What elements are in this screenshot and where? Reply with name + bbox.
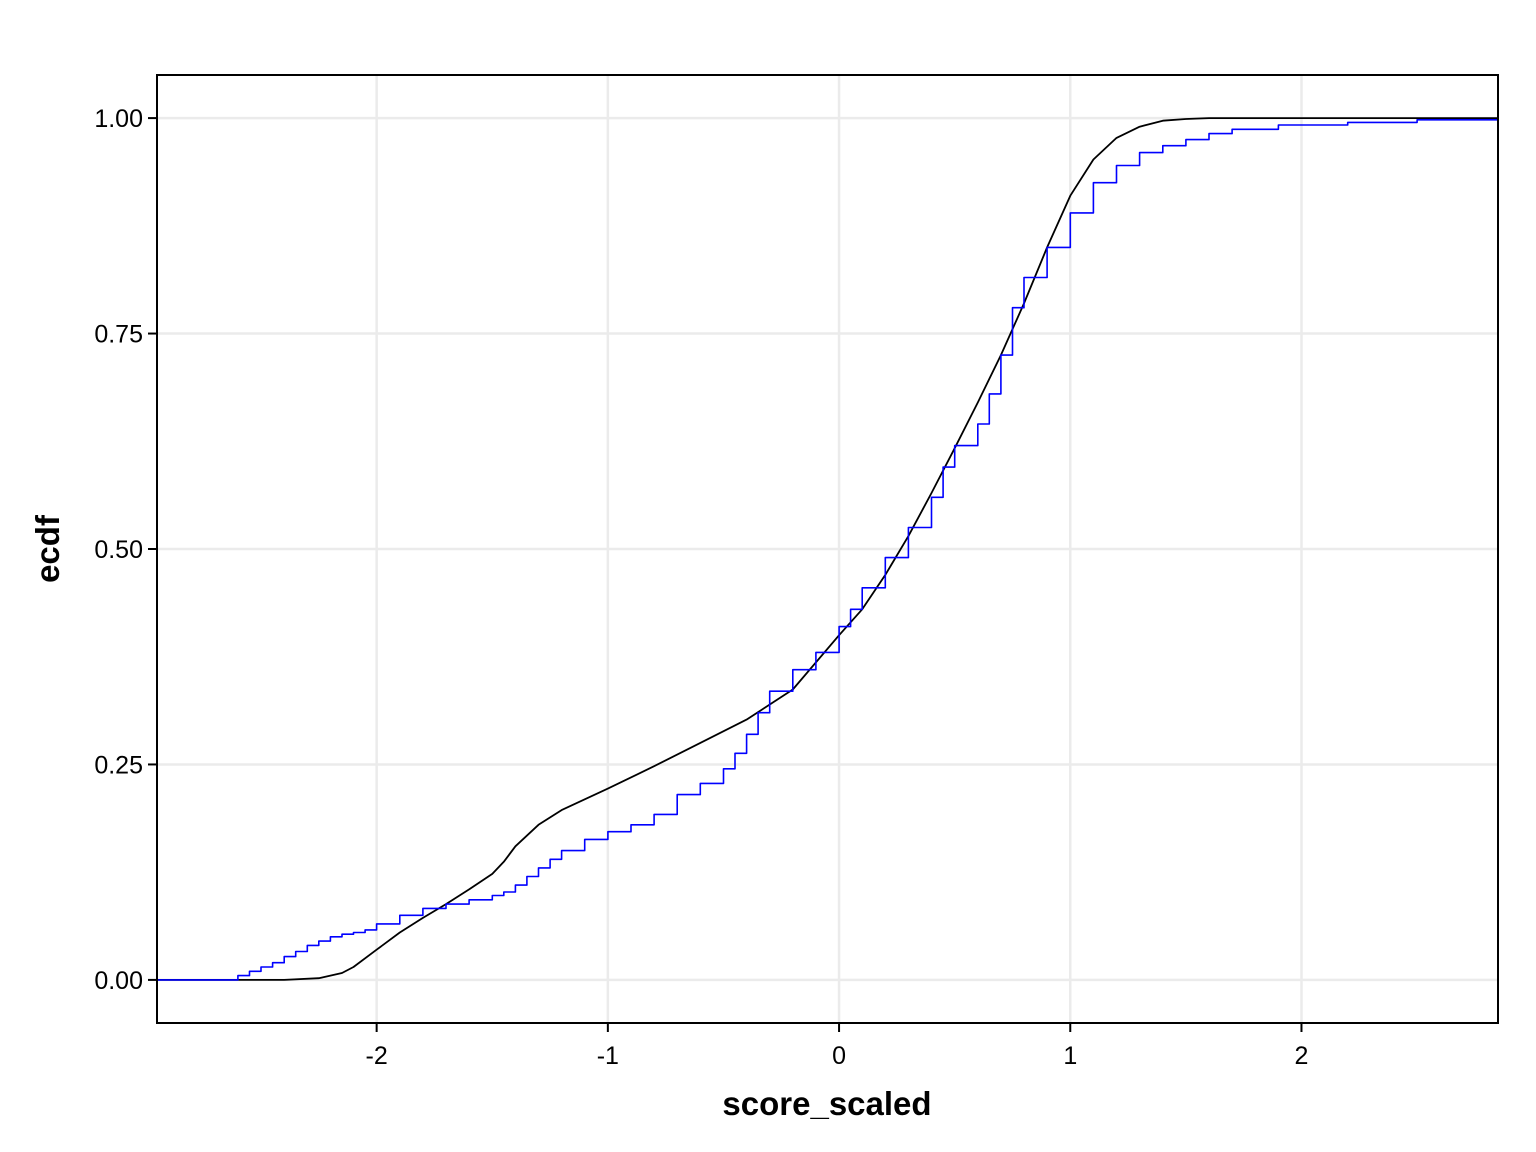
y-tick-label: 0.00: [94, 967, 143, 995]
empirical-ecdf-line: [157, 118, 1499, 981]
x-tick-label: -2: [366, 1042, 388, 1070]
axis-ticks: -2 -1 0 1 2 0.00 0.25 0.50 0.75 1.00: [94, 105, 1308, 1070]
x-tick-label: 1: [1063, 1042, 1077, 1070]
y-tick-label: 0.25: [94, 751, 143, 779]
x-tick-label: 2: [1295, 1042, 1309, 1070]
y-tick-label: 0.50: [94, 536, 143, 564]
y-tick-label: 1.00: [94, 105, 143, 133]
y-tick-label: 0.75: [94, 321, 143, 349]
x-axis-title: score_scaled: [722, 1085, 931, 1122]
x-tick-label: 0: [832, 1042, 846, 1070]
y-axis-title: ecdf: [29, 514, 66, 583]
series-lines: [157, 117, 1499, 981]
x-tick-label: -1: [597, 1042, 619, 1070]
